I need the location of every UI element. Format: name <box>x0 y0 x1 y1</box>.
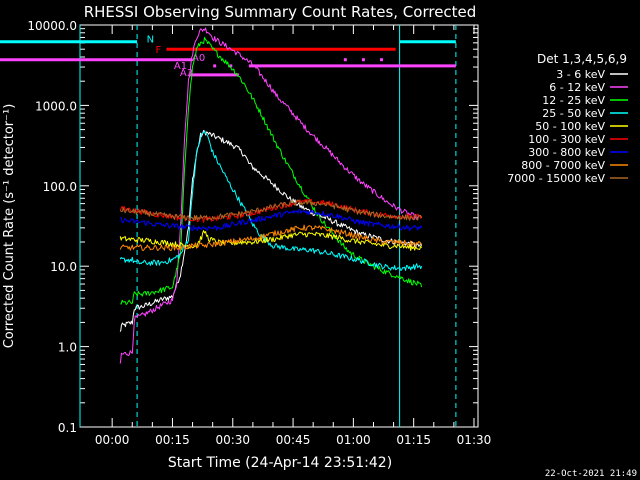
legend-label: 6 - 12 keV <box>549 81 605 94</box>
state-label-n: N <box>147 34 154 45</box>
series-line-6 <box>119 209 423 232</box>
series-group <box>119 27 423 364</box>
y-tick-label: 100.0 <box>43 180 77 194</box>
x-tick-label: 01:30 <box>457 433 492 447</box>
state-dot <box>229 64 233 68</box>
y-axis: 0.1 1.0 10.0 100.0 1000.0 10000.0 <box>27 19 478 435</box>
y-tick-label: 1.0 <box>58 341 77 355</box>
state-dot <box>343 58 347 62</box>
legend-label: 50 - 100 keV <box>535 120 605 133</box>
legend-label: 3 - 6 keV <box>556 68 605 81</box>
state-label-a1: A1 <box>174 61 187 72</box>
series-line-4 <box>119 230 423 251</box>
legend-label: 12 - 25 keV <box>542 94 605 107</box>
x-tick-label: 00:15 <box>155 433 190 447</box>
legend-label: 100 - 300 keV <box>528 133 605 146</box>
chart-title: RHESSI Observing Summary Count Rates, Co… <box>84 3 477 21</box>
state-label-f: F <box>156 45 162 56</box>
y-tick-label: 0.1 <box>58 421 77 435</box>
x-tick-label: 00:00 <box>95 433 130 447</box>
state-dot <box>380 58 384 62</box>
series-line-8 <box>119 199 423 221</box>
series-line-0 <box>119 130 423 332</box>
x-tick-label: 01:15 <box>396 433 431 447</box>
series-line-1 <box>119 27 423 364</box>
series-line-3 <box>119 130 423 271</box>
x-axis-label: Start Time (24-Apr-14 23:51:42) <box>168 455 392 471</box>
y-axis-label: Corrected Count Rate (s⁻¹ detector⁻¹) <box>2 104 17 349</box>
legend-title: Det 1,3,4,5,6,9 <box>537 52 627 66</box>
legend-label: 25 - 50 keV <box>542 107 605 120</box>
x-tick-label: 00:45 <box>276 433 311 447</box>
x-axis: 00:00 00:15 00:30 00:45 01:00 01:15 01:30 <box>95 25 491 447</box>
y-tick-label: 10000.0 <box>27 19 77 33</box>
state-dot <box>213 64 217 68</box>
y-tick-label: 1000.0 <box>35 99 77 113</box>
y-tick-label: 10.0 <box>50 260 77 274</box>
plot-frame <box>79 24 479 428</box>
state-label-a0: A0 <box>192 53 205 64</box>
legend-label: 300 - 800 keV <box>528 146 605 159</box>
footer-date: 22-Oct-2021 21:49 <box>545 469 637 479</box>
series-line-7 <box>119 224 422 251</box>
legend-label: 7000 - 15000 keV <box>507 172 605 185</box>
legend-label: 800 - 7000 keV <box>521 159 605 172</box>
x-tick-label: 00:30 <box>215 433 250 447</box>
state-label-a3: A3 <box>180 68 193 79</box>
state-dot <box>361 58 365 62</box>
x-tick-label: 01:00 <box>336 433 371 447</box>
